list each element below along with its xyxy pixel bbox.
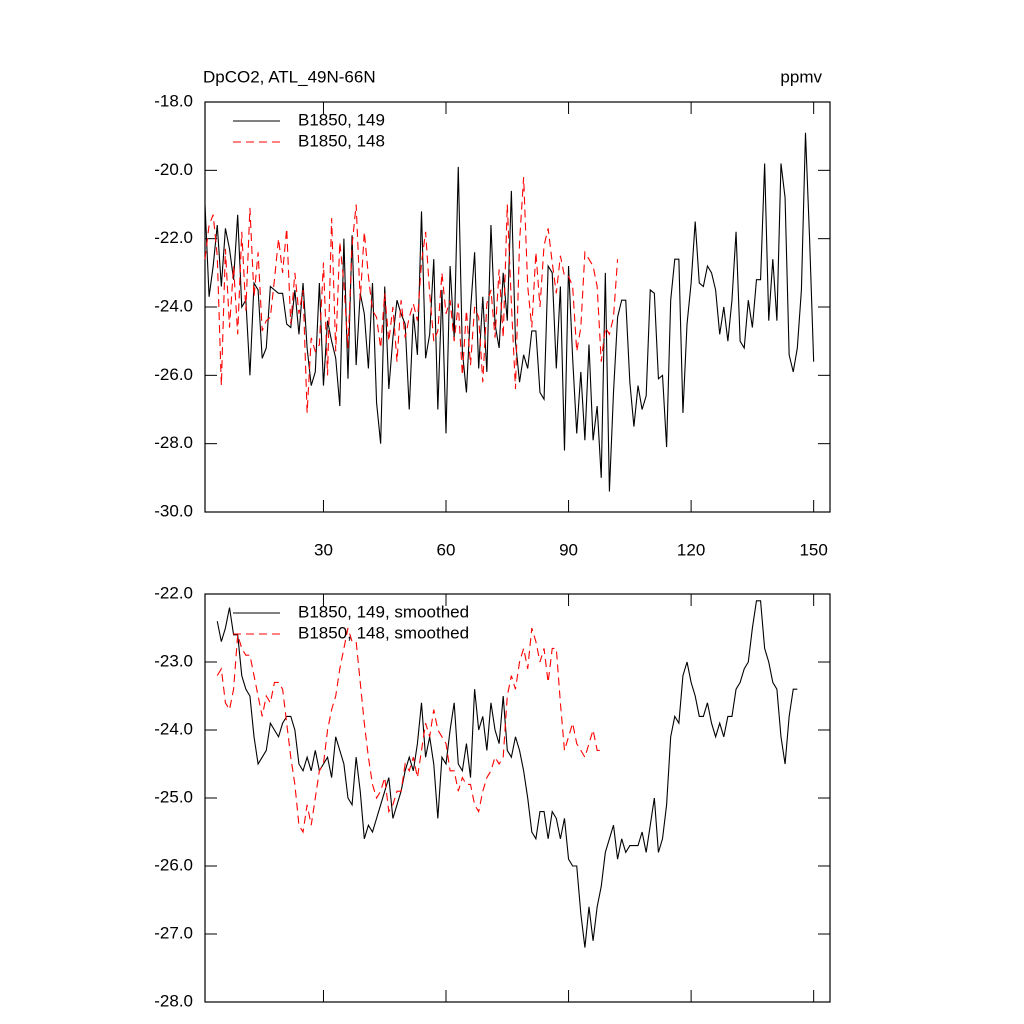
data-line: [204, 132, 815, 492]
y-tick-label: -20.0: [154, 160, 193, 179]
data-line: [216, 627, 602, 834]
x-tick-label: 60: [437, 540, 456, 559]
legend-label: B1850, 149: [298, 110, 385, 129]
y-tick-label: -28.0: [154, 991, 193, 1010]
units-label: ppmv: [780, 67, 822, 86]
chart-title: DpCO2, ATL_49N-66N: [203, 67, 376, 86]
legend-label: B1850, 148: [298, 131, 385, 150]
y-tick-label: -30.0: [154, 501, 193, 520]
y-tick-label: -24.0: [154, 296, 193, 315]
y-tick-label: -24.0: [154, 719, 193, 738]
y-tick-label: -18.0: [154, 91, 193, 110]
y-tick-label: -27.0: [154, 923, 193, 942]
y-tick-label: -23.0: [154, 651, 193, 670]
y-tick-label: -28.0: [154, 433, 193, 452]
x-tick-label: 90: [559, 540, 578, 559]
y-tick-label: -22.0: [154, 228, 193, 247]
data-line: [204, 177, 619, 413]
y-tick-label: -25.0: [154, 787, 193, 806]
x-tick-label: 150: [799, 540, 827, 559]
plot-frame: [204, 593, 831, 1003]
y-tick-label: -26.0: [154, 855, 193, 874]
y-tick-label: -26.0: [154, 365, 193, 384]
data-line: [216, 600, 798, 948]
y-tick-label: -22.0: [154, 583, 193, 602]
x-tick-label: 30: [314, 540, 333, 559]
legend-label: B1850, 149, smoothed: [298, 602, 469, 621]
x-tick-label: 120: [677, 540, 705, 559]
legend-label: B1850, 148, smoothed: [298, 623, 469, 642]
